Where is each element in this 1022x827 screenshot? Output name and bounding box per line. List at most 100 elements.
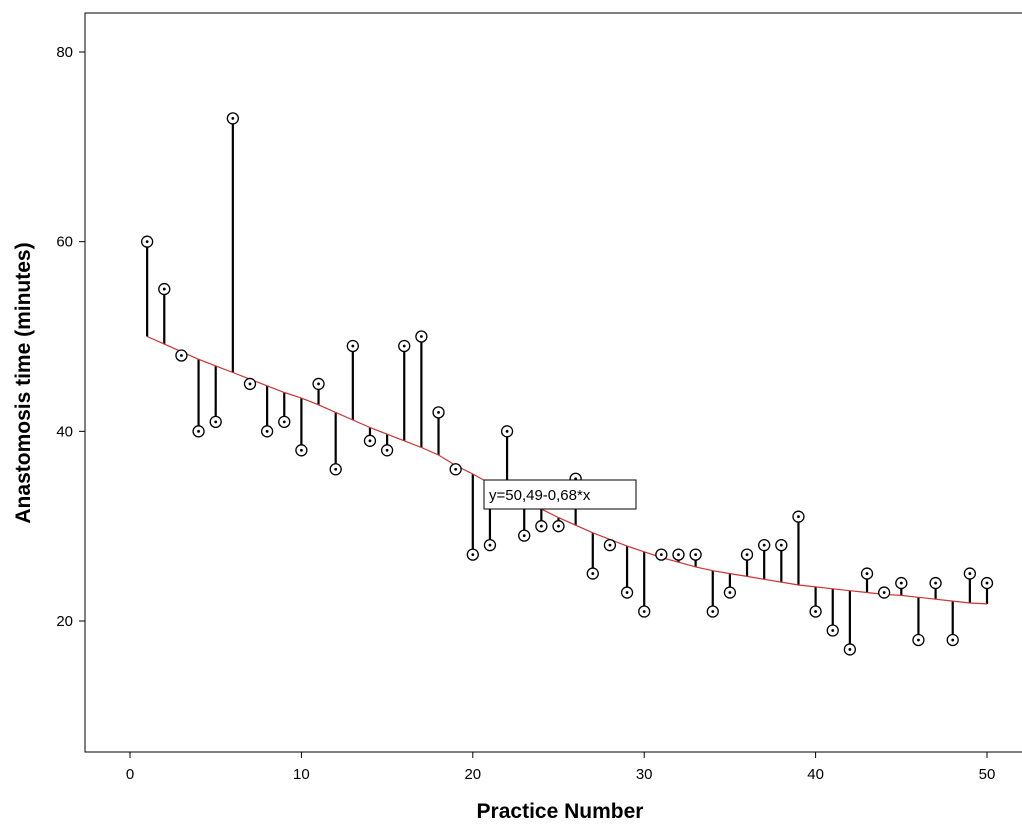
x-axis: 0 10 20 30 40 50 xyxy=(126,752,996,783)
point-center xyxy=(865,572,869,575)
x-tick-label: 30 xyxy=(636,766,653,783)
point-center xyxy=(882,591,886,594)
data-point xyxy=(535,520,548,533)
point-center xyxy=(505,429,509,433)
point-center xyxy=(711,610,715,613)
data-point xyxy=(860,567,874,580)
point-center xyxy=(574,477,578,481)
data-point xyxy=(346,339,359,353)
point-center xyxy=(728,591,732,594)
point-center xyxy=(831,629,835,632)
point-center xyxy=(779,543,783,547)
point-center xyxy=(231,116,235,120)
data-point xyxy=(312,377,325,391)
data-point xyxy=(603,538,617,552)
point-center xyxy=(951,638,955,642)
y-tick-label: 20 xyxy=(56,613,73,630)
data-point xyxy=(380,444,394,457)
data-point xyxy=(809,605,822,618)
y-tick-label: 40 xyxy=(56,423,73,440)
data-point xyxy=(758,538,771,552)
data-point xyxy=(209,415,222,429)
x-axis-title: Practice Number xyxy=(477,800,644,823)
y-tick-label: 80 xyxy=(56,44,73,61)
plot-area xyxy=(84,12,1022,753)
data-point xyxy=(843,643,857,656)
point-center xyxy=(985,581,989,585)
point-center xyxy=(591,572,595,575)
data-point xyxy=(466,548,479,561)
point-center xyxy=(899,581,903,585)
data-point xyxy=(895,576,908,590)
point-center xyxy=(557,524,560,528)
data-point xyxy=(500,425,514,438)
data-points xyxy=(140,112,994,656)
point-center xyxy=(162,287,166,291)
data-point xyxy=(946,633,959,647)
data-point xyxy=(775,538,788,552)
y-axis-title: Anastomosis time (minutes) xyxy=(12,242,35,523)
point-center xyxy=(608,543,612,547)
data-point xyxy=(740,548,754,561)
data-point xyxy=(260,425,274,438)
point-center xyxy=(300,448,303,452)
point-center xyxy=(797,515,800,519)
fit-line xyxy=(146,335,988,605)
point-center xyxy=(214,420,218,424)
data-point xyxy=(672,548,685,561)
data-point xyxy=(449,463,462,476)
point-center xyxy=(677,553,680,557)
point-center xyxy=(625,591,629,594)
data-point xyxy=(226,112,239,125)
point-center xyxy=(917,638,920,642)
point-center xyxy=(145,240,149,244)
point-center xyxy=(488,543,492,547)
point-center xyxy=(437,410,440,414)
data-point xyxy=(398,339,411,353)
point-center xyxy=(402,344,406,348)
data-point xyxy=(552,520,565,533)
data-point xyxy=(792,510,805,523)
point-center xyxy=(762,543,766,547)
data-point xyxy=(278,415,291,429)
data-point xyxy=(483,538,497,552)
point-center xyxy=(317,382,320,386)
data-point xyxy=(655,548,668,561)
data-point xyxy=(363,434,377,447)
data-point xyxy=(638,605,651,618)
point-center xyxy=(659,553,663,557)
point-center xyxy=(248,382,252,386)
point-center xyxy=(454,467,458,471)
point-center xyxy=(351,344,355,348)
point-center xyxy=(385,448,389,452)
x-tick-label: 40 xyxy=(807,766,824,783)
data-point xyxy=(826,624,839,637)
x-tick-label: 50 xyxy=(979,766,996,783)
data-point xyxy=(878,586,891,599)
data-point xyxy=(415,330,428,343)
data-point xyxy=(586,567,599,580)
point-center xyxy=(694,553,698,557)
data-point xyxy=(929,576,942,590)
data-point xyxy=(723,586,737,599)
data-point xyxy=(432,406,445,419)
y-tick-label: 60 xyxy=(56,234,73,251)
point-center xyxy=(745,553,749,557)
point-center xyxy=(934,581,937,585)
data-point xyxy=(295,444,308,457)
point-center xyxy=(419,335,423,338)
point-center xyxy=(265,429,269,433)
data-point xyxy=(689,548,702,561)
y-axis: 20 40 60 80 xyxy=(56,44,85,630)
point-center xyxy=(642,610,646,613)
point-center xyxy=(814,610,817,613)
point-center xyxy=(522,534,526,538)
point-center xyxy=(334,467,338,471)
data-point xyxy=(706,605,719,618)
data-point xyxy=(140,235,154,248)
data-point xyxy=(243,377,257,391)
data-point xyxy=(175,349,188,362)
data-point xyxy=(158,282,171,296)
point-center xyxy=(968,572,972,575)
